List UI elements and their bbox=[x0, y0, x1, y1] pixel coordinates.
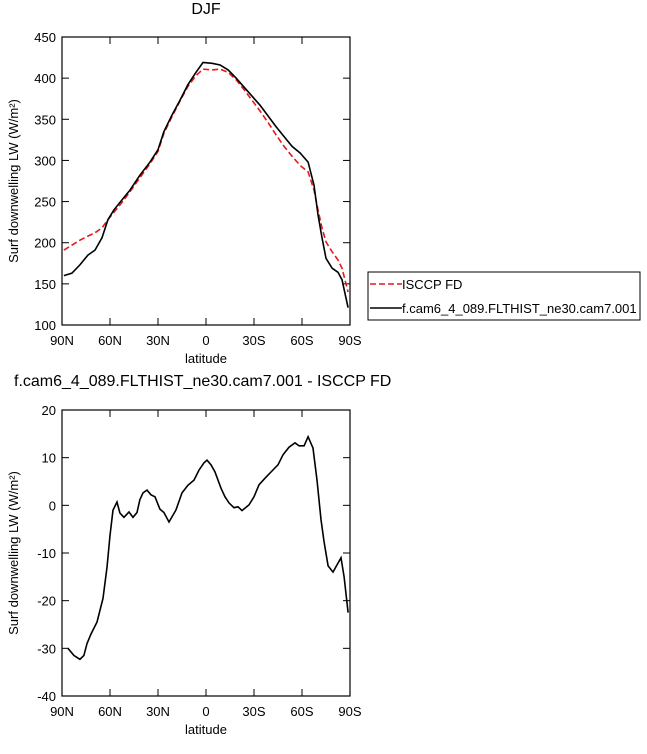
x-tick-label: 60N bbox=[98, 333, 122, 348]
series-line bbox=[63, 61, 349, 308]
x-tick-label: 60N bbox=[98, 704, 122, 719]
y-tick-label: 400 bbox=[34, 71, 56, 86]
y-axis-label: Surf downwelling LW (W/m²) bbox=[6, 99, 21, 263]
x-tick-label: 30N bbox=[146, 333, 170, 348]
y-tick-label: -20 bbox=[37, 594, 56, 609]
legend-label: ISCCP FD bbox=[402, 277, 462, 292]
y-tick-label: 0 bbox=[49, 498, 56, 513]
y-tick-label: 350 bbox=[34, 112, 56, 127]
y-tick-label: 200 bbox=[34, 236, 56, 251]
x-tick-label: 90S bbox=[338, 333, 361, 348]
x-tick-label: 0 bbox=[202, 333, 209, 348]
y-tick-label: 250 bbox=[34, 195, 56, 210]
x-tick-label: 30N bbox=[146, 704, 170, 719]
plot-frame bbox=[61, 36, 351, 326]
chart-title: f.cam6_4_089.FLTHIST_ne30.cam7.001 - ISC… bbox=[14, 373, 391, 390]
x-tick-label: 60S bbox=[290, 704, 313, 719]
y-tick-label: 450 bbox=[34, 30, 56, 45]
legend-label: f.cam6_4_089.FLTHIST_ne30.cam7.001 bbox=[402, 301, 637, 316]
x-tick-label: 60S bbox=[290, 333, 313, 348]
x-tick-label: 90S bbox=[338, 704, 361, 719]
y-tick-label: -30 bbox=[37, 641, 56, 656]
y-tick-label: 300 bbox=[34, 153, 56, 168]
y-tick-label: -10 bbox=[37, 546, 56, 561]
x-tick-label: 90N bbox=[50, 333, 74, 348]
x-tick-label: 30S bbox=[242, 704, 265, 719]
y-tick-label: 150 bbox=[34, 277, 56, 292]
legend-box bbox=[367, 271, 641, 321]
x-tick-label: 0 bbox=[202, 704, 209, 719]
y-tick-label: 100 bbox=[34, 318, 56, 333]
chart-title: DJF bbox=[191, 1, 221, 18]
x-axis-label: latitude bbox=[185, 722, 227, 737]
x-axis-label: latitude bbox=[185, 351, 227, 366]
y-tick-label: 10 bbox=[42, 451, 56, 466]
y-axis-label: Surf downwelling LW (W/m²) bbox=[6, 471, 21, 635]
y-tick-label: 20 bbox=[42, 403, 56, 418]
plot-frame bbox=[61, 409, 351, 697]
series-line bbox=[67, 434, 349, 661]
x-tick-label: 90N bbox=[50, 704, 74, 719]
y-tick-label: -40 bbox=[37, 689, 56, 704]
x-tick-label: 30S bbox=[242, 333, 265, 348]
series-line bbox=[63, 68, 349, 293]
